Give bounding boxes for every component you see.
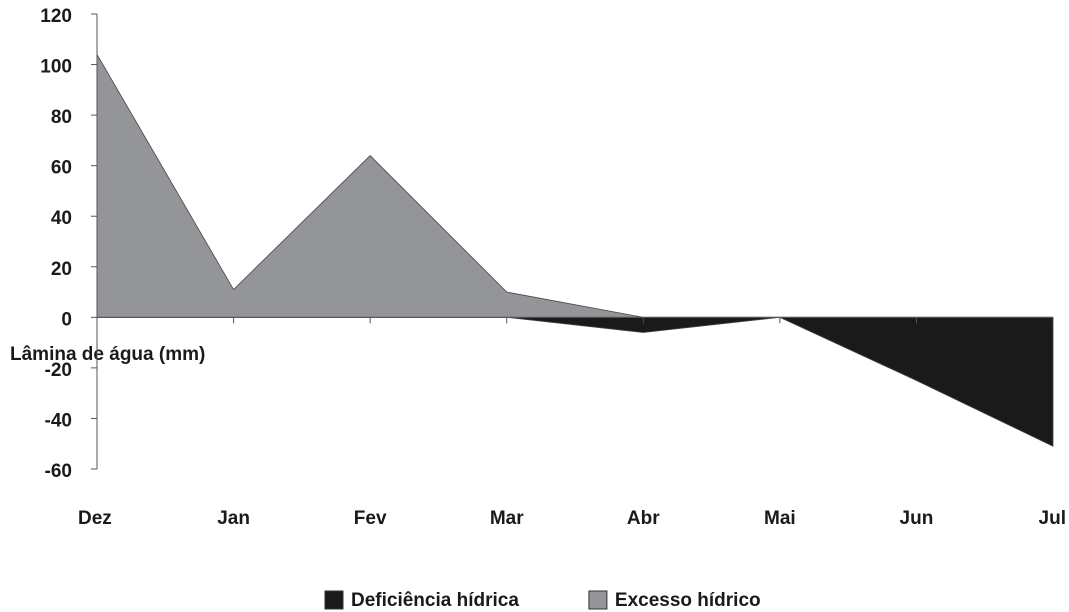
legend-swatch [324, 590, 344, 610]
y-tick-label: -60 [45, 461, 72, 482]
x-tick-label: Jul [1039, 508, 1066, 529]
x-tick-label: Fev [354, 508, 387, 529]
area [96, 52, 1053, 318]
y-tick-label: 20 [51, 259, 72, 280]
y-tick-label: 120 [40, 6, 72, 27]
y-tick-label: 40 [51, 208, 72, 229]
y-tick-label: -40 [45, 410, 72, 431]
x-tick-label: Jan [217, 508, 250, 529]
x-tick-label: Abr [627, 508, 660, 529]
x-tick-label: Mai [764, 508, 796, 529]
legend-label: Deficiência hídrica [351, 590, 519, 611]
legend-label: Excesso hídrico [615, 590, 761, 611]
y-tick-label: 80 [51, 107, 72, 128]
y-tick-label: 60 [51, 158, 72, 179]
legend-swatch [588, 590, 608, 610]
area [97, 316, 1054, 447]
x-tick-label: Dez [78, 508, 112, 529]
x-tick-label: Mar [490, 508, 524, 529]
x-tick-label: Jun [900, 508, 934, 529]
y-tick-label: 100 [40, 57, 72, 78]
y-axis-label: Lâmina de água (mm) [10, 344, 205, 365]
y-tick-label: -20 [45, 360, 72, 381]
y-tick-label: 0 [61, 309, 72, 330]
